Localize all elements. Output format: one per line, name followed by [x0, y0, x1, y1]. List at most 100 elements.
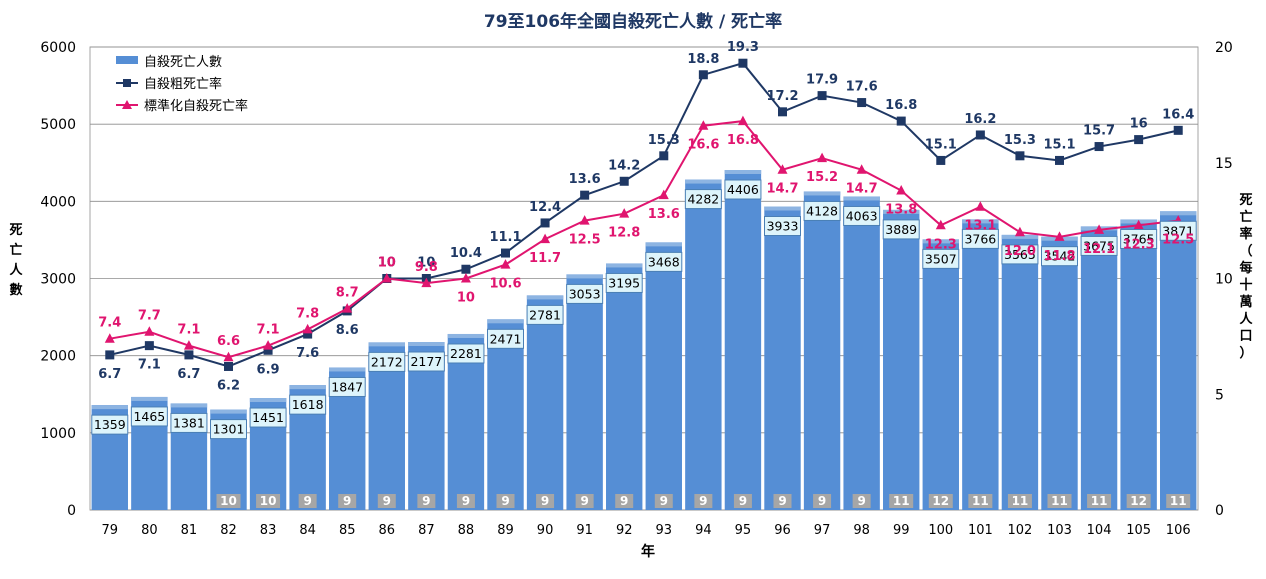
bar [1001, 234, 1039, 511]
bar-value-label: 3542 [1044, 249, 1076, 264]
rank-badge-label: 9 [422, 494, 430, 508]
series-marker [1094, 142, 1104, 152]
bar-value-box [249, 407, 287, 428]
std-rate-label: 12.0 [1004, 244, 1036, 259]
rank-badge [338, 494, 357, 508]
y-right-tick-label: 0 [1215, 503, 1224, 519]
bar-value-label: 2281 [450, 346, 482, 361]
crude-rate-label: 16.8 [885, 98, 917, 113]
crude-rate-label: 16.2 [964, 112, 996, 127]
rank-badge [417, 494, 436, 508]
svg-text:數: 數 [9, 282, 22, 298]
x-tick-label: 99 [893, 523, 910, 538]
bar-value-box [1041, 246, 1078, 267]
series-marker [1054, 231, 1065, 241]
std-rate-label: 10 [457, 291, 475, 306]
rank-badge-label: 9 [580, 494, 588, 508]
crude-rate-label: 15.3 [1004, 133, 1036, 148]
rank-badge [889, 494, 914, 508]
rank-badge [1087, 494, 1112, 508]
series-marker [1133, 219, 1144, 230]
bar-cap [566, 274, 603, 279]
svg-text:（: （ [1239, 243, 1252, 259]
bar-value-label: 3675 [1083, 238, 1115, 253]
rank-badge-label: 10 [260, 494, 277, 508]
series-marker [461, 264, 471, 274]
svg-text:死: 死 [1239, 193, 1252, 208]
bar-value-label: 3765 [1123, 231, 1155, 246]
bar-value-label: 1301 [213, 422, 245, 437]
bar-value-box [130, 406, 168, 427]
legend-swatch-bar [116, 56, 138, 64]
series-marker [975, 201, 986, 211]
x-tick-label: 84 [299, 523, 316, 538]
std-rate-label: 13.6 [648, 207, 680, 222]
series-marker [224, 361, 233, 371]
bar [1120, 219, 1157, 510]
bar-cap [843, 196, 880, 201]
x-tick-label: 90 [537, 523, 554, 538]
bar-value-label: 4128 [806, 203, 838, 218]
bar [606, 263, 643, 510]
rank-badge [456, 494, 475, 508]
series-marker [936, 155, 946, 165]
series-marker [1014, 226, 1025, 237]
crude-rate-label: 6.7 [177, 367, 200, 382]
bar-value-box [961, 228, 999, 249]
rank-badge [813, 494, 832, 508]
svg-text:亡: 亡 [9, 242, 22, 258]
series-marker [579, 215, 590, 225]
std-rate-label: 14.7 [766, 182, 798, 197]
crude-rate-label: 16 [1130, 117, 1148, 132]
std-rate-label: 13.1 [964, 219, 996, 234]
bar [1041, 236, 1078, 510]
bar-cap [249, 398, 287, 403]
svg-text:人: 人 [9, 262, 23, 278]
bar-value-box [605, 272, 643, 293]
bar-cap [1001, 234, 1039, 239]
rank-badge-label: 11 [1051, 494, 1068, 508]
rank-badge-label: 9 [501, 494, 509, 508]
bar [843, 196, 880, 510]
x-tick-label: 91 [576, 523, 593, 538]
data-labels: 1359 1465 1381 1301 1451 1618 1847 2172 2177 2281… [91, 40, 1197, 440]
bar-value-label: 3766 [964, 231, 996, 246]
bar-value-label: 3933 [767, 219, 799, 234]
crude-rate-label: 7.6 [296, 346, 319, 361]
bar-value-box [328, 376, 366, 397]
rank-badge-label: 9 [620, 494, 628, 508]
svg-text:率: 率 [1239, 226, 1252, 242]
std-rate-label: 13.8 [885, 203, 917, 218]
std-rate-label: 11.8 [1043, 249, 1075, 264]
std-rate-label: 9.8 [415, 260, 438, 275]
bar [566, 274, 603, 510]
x-tick-label: 79 [102, 523, 119, 538]
bar-value-label: 1451 [252, 410, 284, 425]
rank-badge [216, 494, 241, 508]
series-marker [500, 259, 511, 269]
bar-value-box [1080, 235, 1118, 256]
rank-badge-label: 11 [1091, 494, 1108, 508]
bar [1160, 211, 1197, 510]
series-marker [302, 323, 313, 334]
series-marker [856, 164, 867, 174]
rank-badge [575, 494, 594, 508]
bar-value-box [1001, 244, 1039, 265]
bar [883, 209, 920, 510]
series-marker [1173, 125, 1183, 135]
legend-label: 自殺死亡人數 [144, 55, 222, 70]
bar-cap [170, 403, 208, 408]
bar-cap [724, 170, 762, 175]
series-marker [857, 98, 867, 108]
rank-badge-label: 11 [972, 494, 989, 508]
bar-cap [289, 385, 326, 390]
series-line [109, 120, 1179, 359]
bar-cap [487, 319, 524, 324]
series-marker [619, 208, 630, 218]
std-rate-label: 11.7 [529, 251, 561, 266]
std-rate-label: 16.8 [727, 133, 759, 148]
bar-value-label: 1618 [292, 397, 324, 412]
series-marker [580, 190, 590, 200]
crude-rate-label: 17.6 [846, 80, 878, 95]
